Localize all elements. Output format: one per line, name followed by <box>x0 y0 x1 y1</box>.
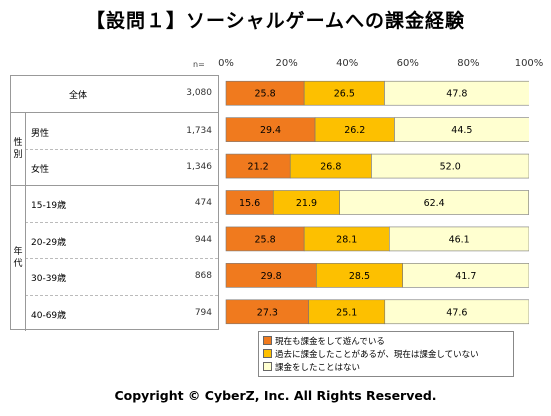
data-label: 26.8 <box>320 162 341 173</box>
category-label: 40-69歳 <box>31 310 67 321</box>
bar-segment <box>272 190 340 215</box>
data-label: 21.2 <box>248 162 269 173</box>
bar-segment <box>371 153 529 179</box>
data-label: 25.8 <box>255 234 276 245</box>
data-label: 26.2 <box>344 125 365 136</box>
x-tick-label: 40% <box>336 58 359 69</box>
x-tick-label: 0% <box>218 58 234 69</box>
bar-segment <box>314 117 395 142</box>
group-cell: 性別 <box>11 112 26 186</box>
category-label: 15-19歳 <box>31 201 67 212</box>
legend: 現在も課金をして遊んでいる過去に課金したことがあるが、現在は課金していない 課金を… <box>258 331 514 377</box>
sample-size: 3,080 <box>186 88 212 99</box>
sample-size: 868 <box>194 271 212 282</box>
legend-swatch <box>263 349 272 358</box>
bar-segment <box>402 263 529 288</box>
sample-size: 794 <box>194 307 212 318</box>
data-label: 28.5 <box>349 271 370 282</box>
data-label: 46.1 <box>449 234 470 245</box>
category-label: 女性 <box>31 165 50 176</box>
legend-label: 現在も課金をして遊んでいる <box>275 336 385 347</box>
bar-segment <box>339 190 529 215</box>
data-label: 25.8 <box>255 89 276 100</box>
bar-segment <box>315 263 403 288</box>
data-label: 29.8 <box>261 271 282 282</box>
table-row: 男性 1,734 <box>11 112 218 149</box>
legend-label: 課金をしたことはない <box>275 362 361 373</box>
sample-size: 1,346 <box>186 162 212 173</box>
bar-segment <box>389 226 529 252</box>
data-label: 26.5 <box>334 89 355 100</box>
bar-segment <box>225 263 317 288</box>
sample-size: 944 <box>194 234 212 245</box>
chart-title: 【設問１】ソーシャルゲームへの課金経験 <box>85 10 466 32</box>
sample-size: 1,734 <box>186 125 212 136</box>
table-row: 女性 1,346 <box>25 148 218 186</box>
table-row: 全体 3,080 <box>11 76 218 112</box>
bar-segment <box>225 80 305 106</box>
legend-item: 過去に課金したことがあるが、現在は課金していない <box>263 347 509 360</box>
x-tick-label: 20% <box>275 58 298 69</box>
data-label: 29.4 <box>260 125 281 136</box>
stacked-bar-chart: 25.8 26.5 47.8 29.4 26.2 44.5 21.2 26.8 52.0 15.6… <box>225 80 529 325</box>
sample-size: 474 <box>194 198 212 209</box>
category-label: 30-39歳 <box>31 274 67 285</box>
data-label: 47.6 <box>446 307 467 318</box>
bar-segment <box>384 299 529 325</box>
x-tick-label: 60% <box>396 58 419 69</box>
x-tick-label: 80% <box>457 58 480 69</box>
data-label: 47.8 <box>446 89 467 100</box>
category-label: 男性 <box>31 128 50 139</box>
bar-segment <box>225 190 274 215</box>
data-label: 28.1 <box>336 234 357 245</box>
table-row: 20-29歳 944 <box>25 221 218 259</box>
table-row: 30-39歳 868 <box>25 258 218 295</box>
legend-label: 過去に課金したことがあるが、現在は課金していない <box>275 349 479 360</box>
bar-segment <box>225 299 310 325</box>
data-label: 21.9 <box>296 198 317 209</box>
legend-swatch <box>263 362 272 371</box>
copyright-text: Copyright © CyberZ, Inc. All Rights Rese… <box>114 388 437 403</box>
bar-segment <box>394 117 529 142</box>
data-label: 52.0 <box>440 162 461 173</box>
table-row: 15-19歳 474 <box>11 185 218 222</box>
bar-segment <box>225 153 291 179</box>
category-label: 20-29歳 <box>31 237 67 248</box>
group-label: 年代 <box>13 247 23 270</box>
bar-segment <box>308 299 386 325</box>
data-label: 44.5 <box>451 125 472 136</box>
group-label: 性別 <box>13 137 23 160</box>
data-label: 62.4 <box>424 198 445 209</box>
data-label: 25.1 <box>336 307 357 318</box>
bar-segment <box>225 226 305 252</box>
data-label: 15.6 <box>239 198 260 209</box>
data-label: 41.7 <box>455 271 476 282</box>
bar-segment <box>289 153 372 179</box>
data-label: 27.3 <box>257 307 278 318</box>
legend-item: 現在も課金をして遊んでいる <box>263 334 509 347</box>
group-cell: 年代 <box>11 185 26 331</box>
bar-segment <box>384 80 529 106</box>
bar-segment <box>303 226 390 252</box>
legend-item: 課金をしたことはない <box>263 360 509 373</box>
bar-segment <box>303 80 385 106</box>
table-row: 40-69歳 794 <box>25 294 218 332</box>
legend-swatch <box>263 336 272 345</box>
n-column-label: n= <box>193 60 205 69</box>
x-tick-label: 100% <box>514 58 544 69</box>
category-table: 全体 3,080 男性 1,734 女性 1,346 15-19歳 474 20-29歳 944 3… <box>10 75 219 332</box>
category-label: 全体 <box>69 91 88 102</box>
